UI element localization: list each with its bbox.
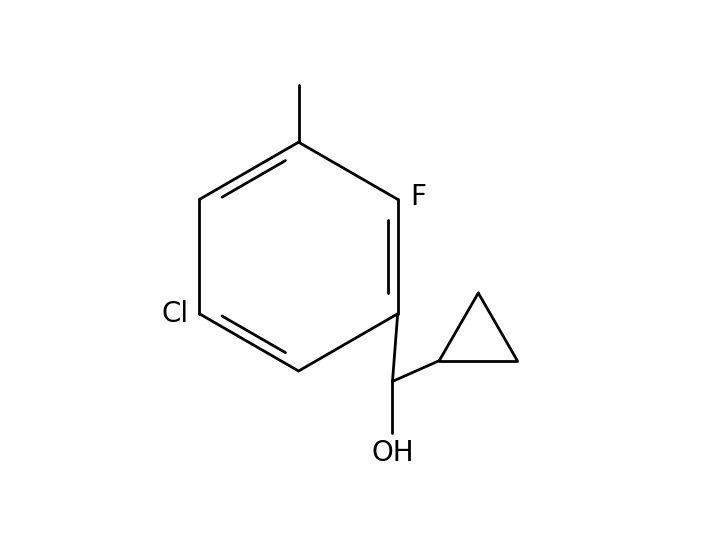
Text: F: F bbox=[411, 183, 427, 211]
Text: OH: OH bbox=[371, 438, 414, 467]
Text: Cl: Cl bbox=[162, 300, 189, 328]
